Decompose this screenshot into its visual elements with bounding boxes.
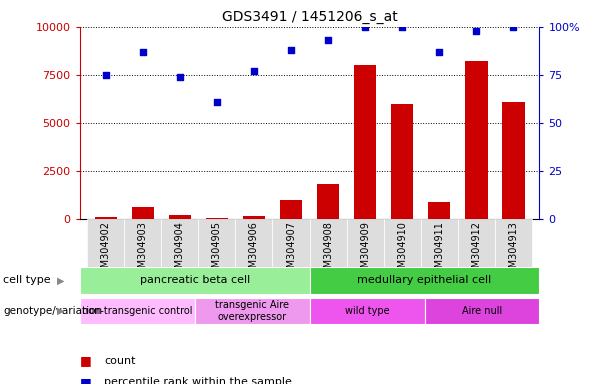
Point — [471, 28, 481, 34]
Text: genotype/variation: genotype/variation — [3, 306, 102, 316]
Point — [360, 24, 370, 30]
Text: GSM304907: GSM304907 — [286, 221, 296, 280]
Text: GSM304905: GSM304905 — [212, 221, 222, 280]
Text: ■: ■ — [80, 376, 91, 384]
Bar — [206, 218, 228, 219]
Bar — [503, 102, 525, 219]
Text: Aire null: Aire null — [462, 306, 502, 316]
Bar — [391, 104, 413, 219]
Bar — [132, 207, 154, 219]
Point — [509, 24, 519, 30]
Text: count: count — [104, 356, 135, 366]
Text: non-transgenic control: non-transgenic control — [82, 306, 192, 316]
Text: pancreatic beta cell: pancreatic beta cell — [140, 275, 249, 285]
Text: transgenic Aire
overexpressor: transgenic Aire overexpressor — [215, 300, 289, 322]
Bar — [495, 219, 532, 267]
Point — [397, 24, 407, 30]
Text: GSM304902: GSM304902 — [101, 221, 110, 280]
Bar — [273, 219, 310, 267]
Text: GSM304909: GSM304909 — [360, 221, 370, 280]
Text: GSM304912: GSM304912 — [471, 221, 481, 280]
Text: wild type: wild type — [345, 306, 389, 316]
Bar — [421, 219, 458, 267]
Bar — [424, 298, 539, 324]
Text: GSM304908: GSM304908 — [323, 221, 333, 280]
Bar — [161, 219, 199, 267]
Bar — [346, 219, 384, 267]
Point — [138, 49, 148, 55]
Bar — [87, 219, 124, 267]
Bar — [458, 219, 495, 267]
Point — [323, 37, 333, 43]
Text: GSM304910: GSM304910 — [397, 221, 407, 280]
Text: ■: ■ — [80, 354, 91, 367]
Text: GSM304903: GSM304903 — [138, 221, 148, 280]
Bar — [195, 298, 310, 324]
Title: GDS3491 / 1451206_s_at: GDS3491 / 1451206_s_at — [222, 10, 397, 25]
Bar — [235, 219, 273, 267]
Bar — [465, 61, 487, 219]
Text: GSM304911: GSM304911 — [435, 221, 444, 280]
Bar — [310, 219, 346, 267]
Bar — [199, 219, 235, 267]
Bar — [169, 215, 191, 219]
Bar — [80, 267, 310, 294]
Text: cell type: cell type — [3, 275, 51, 285]
Text: GSM304913: GSM304913 — [509, 221, 519, 280]
Bar — [243, 216, 265, 219]
Bar — [384, 219, 421, 267]
Text: medullary epithelial cell: medullary epithelial cell — [357, 275, 492, 285]
Point — [286, 47, 296, 53]
Bar — [317, 184, 339, 219]
Bar — [124, 219, 161, 267]
Text: ▶: ▶ — [57, 275, 64, 285]
Point — [249, 68, 259, 74]
Text: percentile rank within the sample: percentile rank within the sample — [104, 377, 292, 384]
Point — [101, 72, 110, 78]
Point — [435, 49, 444, 55]
Text: GSM304906: GSM304906 — [249, 221, 259, 280]
Point — [212, 99, 222, 105]
Bar — [310, 267, 539, 294]
Bar — [94, 217, 116, 219]
Bar — [428, 202, 451, 219]
Bar — [80, 298, 195, 324]
Bar — [280, 200, 302, 219]
Bar — [354, 65, 376, 219]
Bar — [310, 298, 424, 324]
Text: ▶: ▶ — [57, 306, 64, 316]
Point — [175, 74, 185, 80]
Text: GSM304904: GSM304904 — [175, 221, 185, 280]
